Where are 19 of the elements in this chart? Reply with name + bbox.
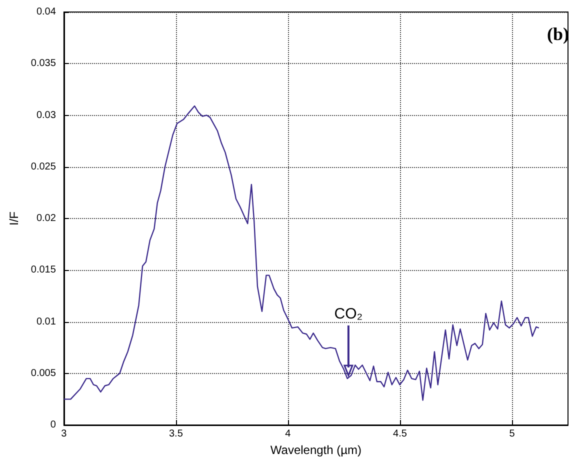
- y-tick-label: 0.025: [30, 161, 56, 172]
- y-tick-label: 0: [50, 420, 56, 430]
- text: (b): [547, 24, 570, 44]
- y-tick-label: 0.03: [36, 110, 56, 121]
- y-tick-label: 0.04: [36, 6, 56, 18]
- x-tick-label: 5: [509, 428, 516, 440]
- y-axis-title: I/F: [7, 212, 21, 226]
- x-tick-label: 4.5: [393, 428, 408, 440]
- y-tick-label: 0.01: [36, 316, 56, 328]
- x-axis-title: Wavelength (µm): [270, 442, 362, 457]
- y-tick-label: 0.015: [30, 264, 56, 276]
- y-tick-label: 0.005: [30, 368, 56, 379]
- annotation: CO₂: [334, 305, 363, 322]
- x-tick-label: 3: [61, 428, 68, 440]
- y-tick-label: 0.035: [30, 58, 56, 70]
- x-tick-label: 3.5: [168, 428, 184, 440]
- line-series: [63, 105, 540, 401]
- x-tick-label: 4: [285, 428, 292, 440]
- y-tick-label: 0.02: [36, 213, 56, 224]
